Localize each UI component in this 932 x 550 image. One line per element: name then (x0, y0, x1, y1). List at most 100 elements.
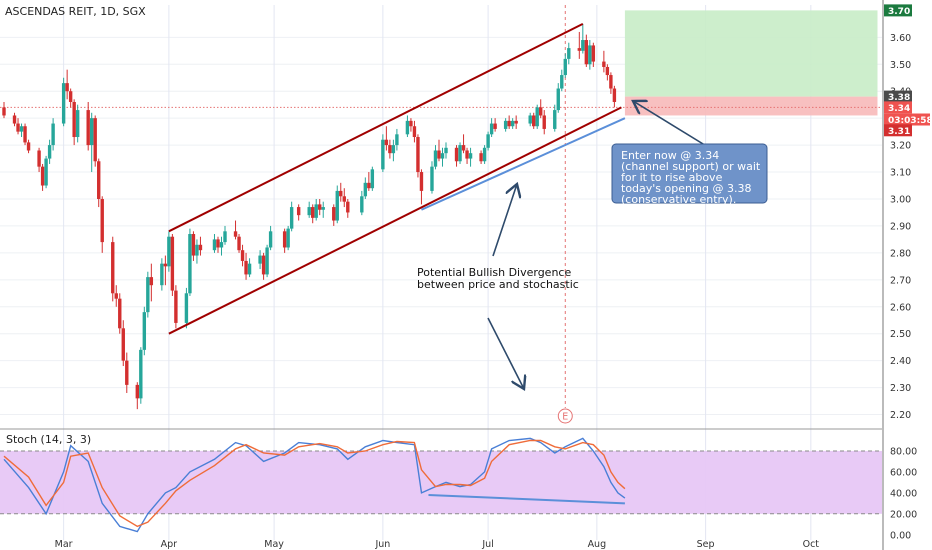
candle-body (61, 83, 66, 124)
callout-line-2: (channel support) or wait (621, 160, 761, 173)
x-tick-label: Sep (697, 539, 715, 550)
candle-body (93, 118, 97, 162)
candle-body (167, 236, 171, 267)
price-tick-label: 3.00 (890, 194, 911, 205)
candle-body (195, 244, 199, 256)
divergence-label-line-2: between price and stochastic (417, 278, 579, 291)
price-tick-label: 2.90 (890, 221, 911, 232)
candle-body (37, 150, 41, 167)
candle-body (184, 293, 189, 323)
candle-body (461, 145, 466, 151)
candle-body (391, 145, 396, 154)
candlestick-series (2, 23, 617, 410)
candle-body (430, 166, 434, 191)
candle-body (384, 139, 389, 146)
candle-body (454, 147, 459, 162)
candle-body (139, 349, 143, 399)
candle-body (146, 277, 150, 313)
candle-body (40, 166, 45, 186)
callout-arrow (633, 101, 709, 148)
candle-body (216, 239, 220, 248)
stoch-tick-label: 40.00 (890, 488, 917, 499)
candle-body (51, 123, 55, 146)
candle-body (47, 145, 52, 159)
price-tick-label: 3.50 (890, 60, 911, 71)
price-tick-label: 2.80 (890, 248, 911, 259)
price-axis: 2.20 2.30 2.40 2.50 2.60 2.70 2.80 2.90 3.00 3.10… (55, 0, 932, 550)
stoch-divergence-line (428, 493, 625, 505)
candle-body (507, 120, 511, 127)
price-badge-label: 3.70 (888, 7, 910, 17)
target-zone (624, 10, 878, 97)
candle-body (479, 153, 483, 162)
candle-body (510, 120, 515, 127)
candle-body (388, 145, 392, 154)
stoch-title: Stoch (14, 3, 3) (6, 433, 91, 446)
candle-body (160, 263, 164, 286)
candle-body (23, 126, 27, 143)
candle-body (258, 255, 262, 264)
candle-body (135, 384, 140, 399)
event-marker (557, 408, 573, 424)
price-badge-label: 3.38 (888, 93, 910, 103)
candle-body (321, 207, 325, 210)
x-tick-label: Oct (803, 539, 820, 550)
callout-line-5: (conservative entry). (621, 193, 736, 206)
price-tick-label: 2.30 (890, 383, 911, 394)
candle-body (72, 101, 76, 138)
callout-box: Enter now @ 3.34 (channel support) or wa… (611, 143, 768, 206)
candle-body (307, 207, 311, 216)
candle-body (360, 196, 364, 213)
candle-body (612, 88, 617, 102)
stop-zone (624, 96, 878, 116)
callout-line-4: today's opening @ 3.38 (621, 182, 751, 195)
stoch-band (0, 450, 882, 514)
price-badge-label: 03:03:58 (888, 116, 932, 126)
price-tick-label: 3.60 (890, 33, 911, 44)
candle-body (486, 134, 490, 148)
x-tick-label: Jul (481, 539, 493, 550)
candle-body (532, 115, 536, 127)
candle-body (174, 290, 178, 323)
candle-body (577, 48, 582, 51)
candle-body (90, 118, 94, 146)
channel-upper-line (168, 22, 584, 233)
candle-body (539, 107, 543, 116)
candle-body (163, 263, 168, 267)
candle-body (19, 126, 24, 132)
candle-body (542, 115, 546, 129)
candle-body (405, 120, 410, 135)
candle-body (528, 115, 532, 124)
candle-body (553, 110, 557, 129)
support-line (421, 117, 626, 211)
candle-body (335, 190, 339, 221)
candle-body (247, 263, 252, 275)
candle-body (412, 126, 417, 138)
candle-body (563, 58, 567, 76)
candle-body (219, 242, 224, 248)
candle-body (191, 234, 196, 256)
stoch-series-k (3, 437, 626, 533)
candle-body (458, 145, 462, 162)
stoch-tick-label: 20.00 (890, 509, 917, 520)
stoch-series-d (3, 439, 626, 528)
price-badge (884, 124, 912, 137)
candle-body (282, 231, 287, 248)
candle-body (560, 75, 564, 89)
candle-body (503, 120, 508, 129)
price-tick-label: 3.20 (890, 141, 911, 152)
arrow-up (492, 184, 517, 257)
candle-body (493, 123, 497, 129)
stoch-tick-label: 80.00 (890, 446, 917, 457)
arrow-down (487, 317, 524, 389)
candle-body (86, 110, 90, 146)
channel-lower-line (168, 106, 622, 335)
candle-body (125, 360, 129, 385)
candle-body (170, 236, 175, 291)
price-tick-label: 2.20 (890, 410, 911, 421)
stoch-tick-label: 0.00 (890, 530, 911, 541)
price-tick-label: 3.10 (890, 168, 911, 179)
candle-body (363, 182, 368, 197)
chart-title: ASCENDAS REIT, 1D, SGX (5, 5, 146, 18)
